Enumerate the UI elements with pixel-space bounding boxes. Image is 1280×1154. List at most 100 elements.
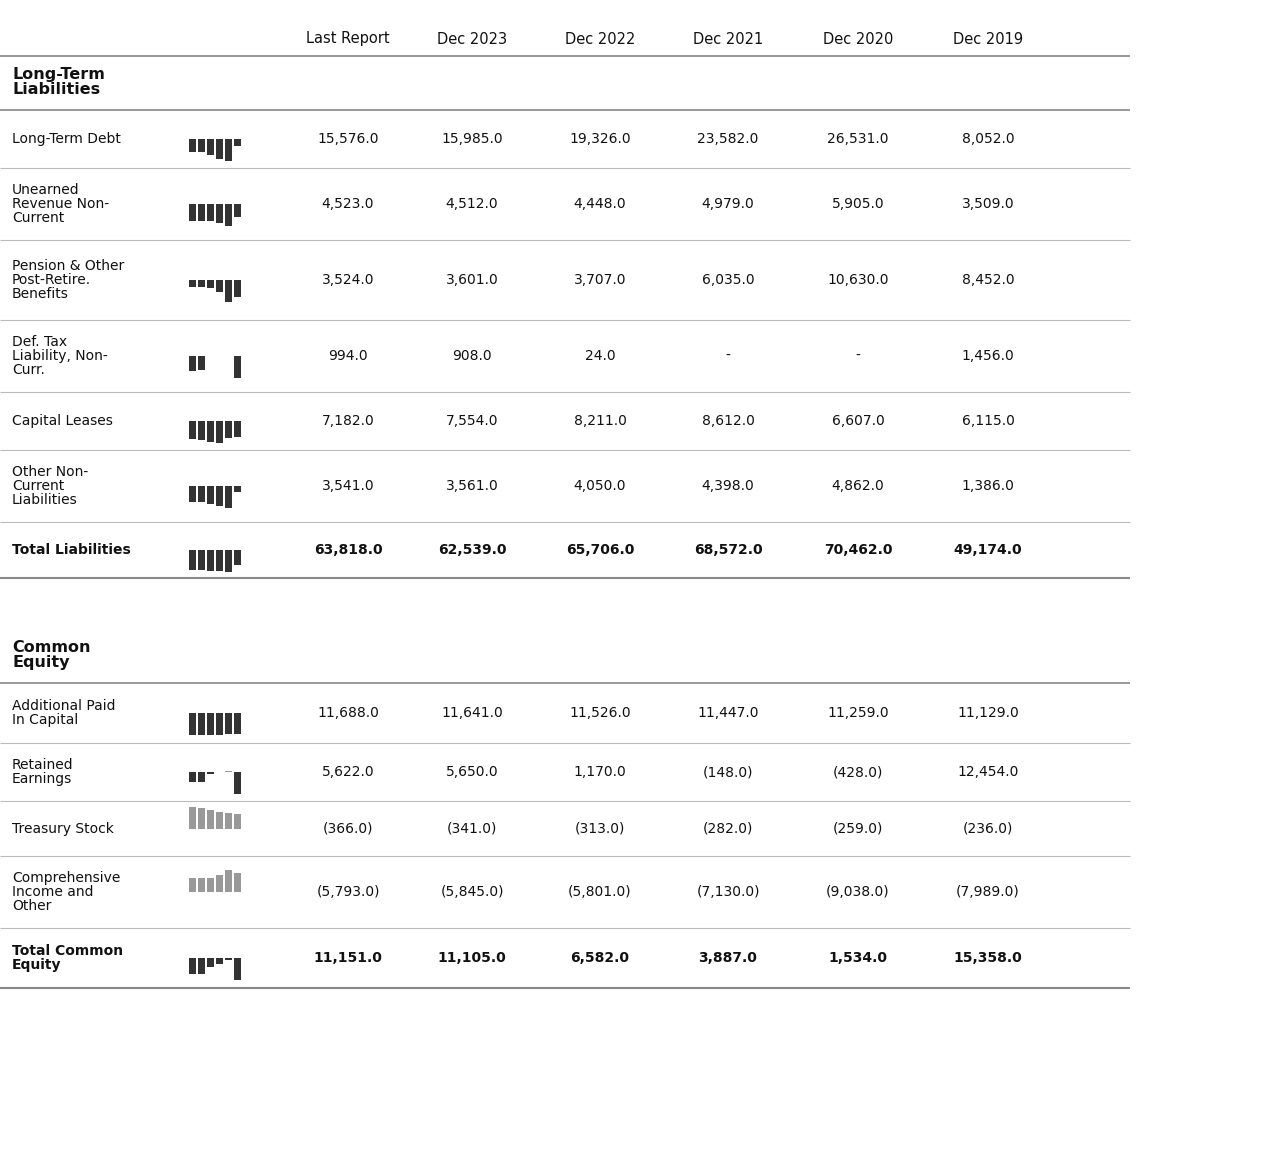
Text: Revenue Non-: Revenue Non- bbox=[12, 197, 109, 211]
Bar bbox=[216, 958, 223, 964]
Bar bbox=[216, 138, 223, 158]
Bar bbox=[233, 815, 241, 829]
Text: Other: Other bbox=[12, 899, 51, 913]
Text: 26,531.0: 26,531.0 bbox=[827, 132, 888, 147]
Text: Liabilities: Liabilities bbox=[12, 82, 100, 97]
Text: 10,630.0: 10,630.0 bbox=[827, 273, 888, 287]
Text: 1,534.0: 1,534.0 bbox=[828, 951, 887, 965]
Text: Total Common: Total Common bbox=[12, 944, 123, 958]
Text: Dec 2023: Dec 2023 bbox=[436, 31, 507, 46]
Bar bbox=[198, 808, 205, 829]
Text: 68,572.0: 68,572.0 bbox=[694, 544, 763, 557]
Bar bbox=[198, 421, 205, 441]
Text: Income and: Income and bbox=[12, 885, 93, 899]
Bar bbox=[207, 713, 214, 735]
Bar bbox=[189, 878, 196, 892]
Text: Retained: Retained bbox=[12, 758, 74, 772]
Text: Pension & Other: Pension & Other bbox=[12, 258, 124, 273]
Text: 3,524.0: 3,524.0 bbox=[321, 273, 374, 287]
Bar bbox=[225, 138, 232, 162]
Bar bbox=[198, 355, 205, 369]
Text: (5,845.0): (5,845.0) bbox=[440, 885, 504, 899]
Bar bbox=[198, 280, 205, 287]
Bar bbox=[225, 204, 232, 226]
Bar bbox=[233, 138, 241, 145]
Text: 15,358.0: 15,358.0 bbox=[954, 951, 1023, 965]
Text: Equity: Equity bbox=[12, 655, 69, 670]
Bar bbox=[207, 958, 214, 967]
Bar bbox=[189, 280, 196, 287]
Text: Treasury Stock: Treasury Stock bbox=[12, 822, 114, 835]
Bar bbox=[189, 138, 196, 152]
Bar bbox=[189, 772, 196, 782]
Text: Liability, Non-: Liability, Non- bbox=[12, 349, 108, 364]
Bar bbox=[225, 870, 232, 892]
Text: 3,561.0: 3,561.0 bbox=[445, 479, 498, 493]
Text: Last Report: Last Report bbox=[306, 31, 390, 46]
Bar bbox=[216, 421, 223, 443]
Text: 8,052.0: 8,052.0 bbox=[961, 132, 1014, 147]
Text: 3,887.0: 3,887.0 bbox=[699, 951, 758, 965]
Text: Earnings: Earnings bbox=[12, 772, 72, 786]
Bar bbox=[233, 421, 241, 436]
Text: 4,050.0: 4,050.0 bbox=[573, 479, 626, 493]
Bar bbox=[225, 713, 232, 734]
Bar bbox=[225, 550, 232, 572]
Text: (7,989.0): (7,989.0) bbox=[956, 885, 1020, 899]
Text: Dec 2020: Dec 2020 bbox=[823, 31, 893, 46]
Text: 1,386.0: 1,386.0 bbox=[961, 479, 1015, 493]
Bar bbox=[207, 486, 214, 504]
Bar bbox=[233, 550, 241, 565]
Bar bbox=[207, 421, 214, 442]
Bar bbox=[216, 280, 223, 292]
Text: Other Non-: Other Non- bbox=[12, 465, 88, 479]
Text: Post-Retire.: Post-Retire. bbox=[12, 273, 91, 287]
Text: 11,688.0: 11,688.0 bbox=[317, 706, 379, 720]
Text: 65,706.0: 65,706.0 bbox=[566, 544, 634, 557]
Bar bbox=[198, 204, 205, 220]
Text: 5,622.0: 5,622.0 bbox=[321, 765, 374, 779]
Bar bbox=[198, 713, 205, 735]
Bar bbox=[233, 280, 241, 298]
Bar bbox=[207, 810, 214, 829]
Text: 15,985.0: 15,985.0 bbox=[442, 132, 503, 147]
Text: Current: Current bbox=[12, 211, 64, 225]
Text: In Capital: In Capital bbox=[12, 713, 78, 727]
Bar bbox=[233, 872, 241, 892]
Text: 4,512.0: 4,512.0 bbox=[445, 197, 498, 211]
Text: (9,038.0): (9,038.0) bbox=[826, 885, 890, 899]
Text: 62,539.0: 62,539.0 bbox=[438, 544, 507, 557]
Text: 11,151.0: 11,151.0 bbox=[314, 951, 383, 965]
Text: 11,447.0: 11,447.0 bbox=[698, 706, 759, 720]
Text: 3,707.0: 3,707.0 bbox=[573, 273, 626, 287]
Text: (5,801.0): (5,801.0) bbox=[568, 885, 632, 899]
Text: Liabilities: Liabilities bbox=[12, 493, 78, 507]
Bar bbox=[225, 958, 232, 960]
Text: Equity: Equity bbox=[12, 958, 61, 972]
Text: Capital Leases: Capital Leases bbox=[12, 414, 113, 428]
Bar bbox=[216, 550, 223, 571]
Bar bbox=[198, 138, 205, 152]
Text: Dec 2019: Dec 2019 bbox=[952, 31, 1023, 46]
Text: 908.0: 908.0 bbox=[452, 349, 492, 364]
Text: (282.0): (282.0) bbox=[703, 822, 753, 835]
Bar bbox=[198, 878, 205, 892]
Text: 8,211.0: 8,211.0 bbox=[573, 414, 626, 428]
Text: 19,326.0: 19,326.0 bbox=[570, 132, 631, 147]
Text: 12,454.0: 12,454.0 bbox=[957, 765, 1019, 779]
Bar bbox=[233, 486, 241, 493]
Text: 3,601.0: 3,601.0 bbox=[445, 273, 498, 287]
Text: Dec 2021: Dec 2021 bbox=[692, 31, 763, 46]
Text: 11,129.0: 11,129.0 bbox=[957, 706, 1019, 720]
Bar bbox=[189, 713, 196, 735]
Text: 8,452.0: 8,452.0 bbox=[961, 273, 1014, 287]
Text: Unearned: Unearned bbox=[12, 183, 79, 197]
Bar bbox=[225, 421, 232, 437]
Text: 11,259.0: 11,259.0 bbox=[827, 706, 888, 720]
Text: (148.0): (148.0) bbox=[703, 765, 753, 779]
Bar bbox=[216, 811, 223, 829]
Text: 63,818.0: 63,818.0 bbox=[314, 544, 383, 557]
Text: Benefits: Benefits bbox=[12, 287, 69, 301]
Bar bbox=[233, 355, 241, 379]
Text: Additional Paid: Additional Paid bbox=[12, 699, 115, 713]
